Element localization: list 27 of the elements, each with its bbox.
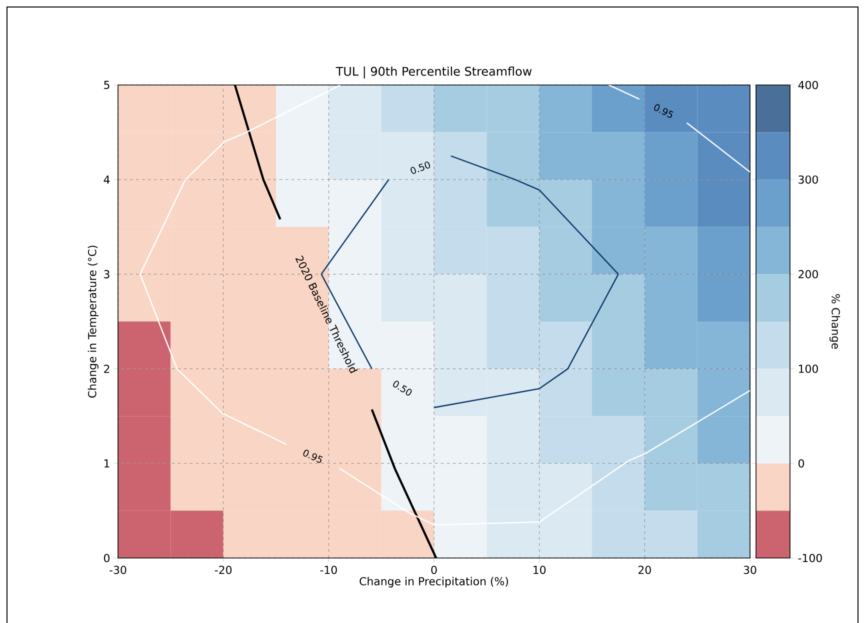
color-bar-title: % Change bbox=[829, 294, 840, 349]
annotation: 0.95 bbox=[654, 104, 674, 118]
annotation: 0.50 bbox=[410, 162, 430, 174]
color-bar-label: 0 bbox=[798, 459, 804, 468]
chart-title: TUL | 90th Percentile Streamflow bbox=[336, 66, 532, 78]
x-tick-label: -30 bbox=[110, 566, 126, 574]
y-tick-label: 3 bbox=[104, 270, 110, 278]
x-tick-label: 30 bbox=[744, 566, 756, 574]
x-tick-label: 20 bbox=[638, 566, 651, 574]
annotation: 0.95 bbox=[303, 450, 323, 463]
x-tick-label: 0 bbox=[431, 566, 437, 574]
y-tick-label: 4 bbox=[104, 176, 110, 184]
color-bar-label: -100 bbox=[798, 554, 822, 562]
color-bar-label: 400 bbox=[798, 80, 818, 90]
x-tick-label: 10 bbox=[534, 566, 546, 574]
y-tick-label: 2 bbox=[104, 364, 110, 373]
annotation: 0.50 bbox=[393, 380, 412, 396]
y-tick-label: 1 bbox=[104, 459, 110, 468]
y-tick-label: 0 bbox=[104, 554, 110, 562]
y-axis-title: Change in Temperature (°C) bbox=[88, 246, 98, 398]
color-bar-label: 100 bbox=[798, 364, 818, 373]
color-bar-label: 300 bbox=[798, 175, 818, 184]
x-tick-label: -10 bbox=[320, 566, 337, 574]
y-tick-label: 5 bbox=[104, 80, 110, 90]
x-tick-label: -20 bbox=[214, 566, 232, 574]
color-bar-label: 200 bbox=[798, 270, 818, 278]
x-axis-title: Change in Precipitation (%) bbox=[360, 576, 508, 588]
